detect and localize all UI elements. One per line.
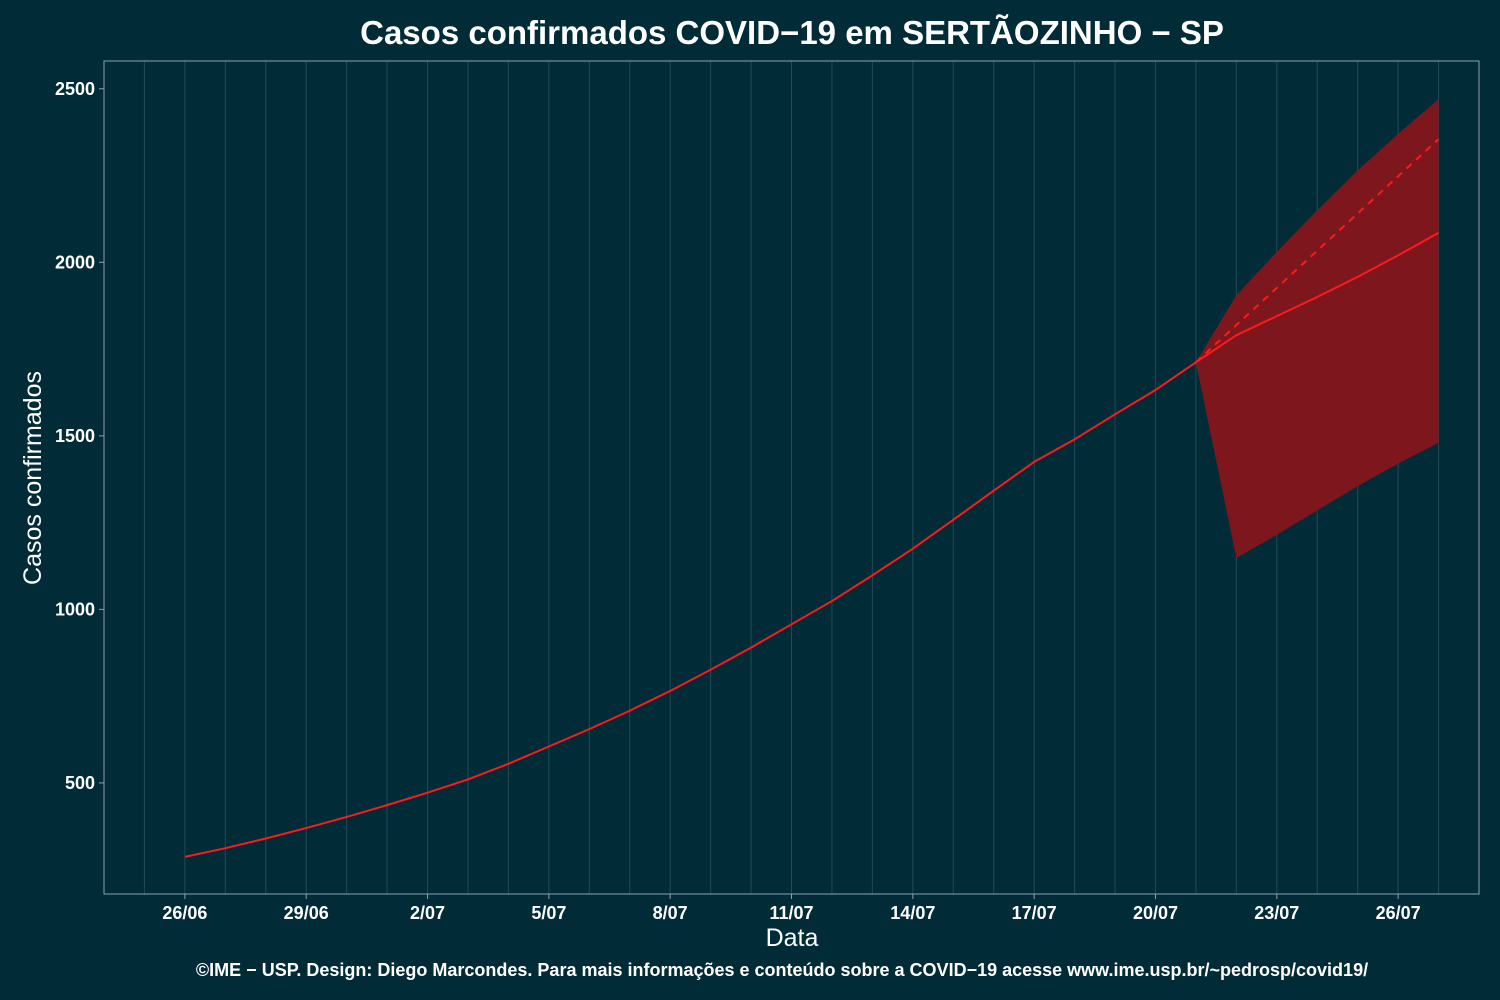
projection-line xyxy=(1195,231,1440,364)
x-tick-label: 5/07 xyxy=(531,903,566,923)
y-tick-label: 1000 xyxy=(55,599,95,619)
x-tick-label: 20/07 xyxy=(1133,903,1178,923)
x-tick-label: 17/07 xyxy=(1012,903,1057,923)
y-tick-label: 2500 xyxy=(55,79,95,99)
x-axis-label: Data xyxy=(766,924,819,952)
x-tick-label: 8/07 xyxy=(653,903,688,923)
chart-title: Casos confirmados COVID−19 em SERTÃOZINH… xyxy=(360,14,1224,51)
x-tick-label: 29/06 xyxy=(284,903,329,923)
y-tick-label: 500 xyxy=(65,773,95,793)
confirmed-cases-line xyxy=(184,361,1197,858)
confidence-band xyxy=(1195,99,1439,559)
confidence-band-group xyxy=(1195,99,1439,559)
x-tick-label: 23/07 xyxy=(1254,903,1299,923)
series-lines xyxy=(184,138,1440,858)
x-axis-ticks: 26/06 29/06 2/07 5/07 8/07 11/07 14/07 17/07 20/… xyxy=(162,894,1421,923)
x-tick-label: 26/06 xyxy=(162,903,207,923)
y-tick-label: 2000 xyxy=(55,252,95,272)
y-tick-label: 1500 xyxy=(55,426,95,446)
x-tick-label: 26/07 xyxy=(1376,903,1421,923)
x-tick-label: 14/07 xyxy=(890,903,935,923)
projection-dashed-line xyxy=(1195,138,1440,364)
x-tick-label: 2/07 xyxy=(410,903,445,923)
footer-credit: ©IME − USP. Design: Diego Marcondes. Par… xyxy=(196,960,1368,980)
y-axis-label: Casos confirmados xyxy=(19,371,47,585)
y-axis-ticks: 500 1000 1500 2000 2500 xyxy=(55,79,104,793)
x-tick-label: 11/07 xyxy=(769,903,813,923)
